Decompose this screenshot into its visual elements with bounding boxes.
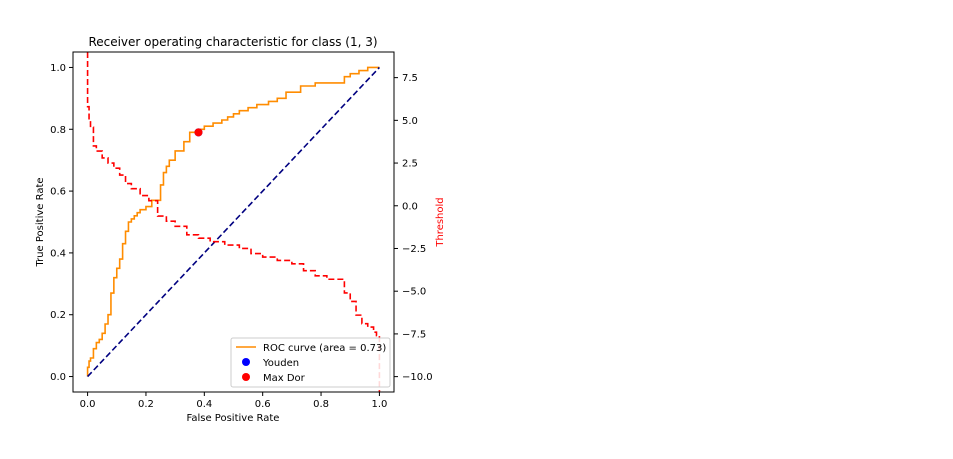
y-tick-label: 1.0 [50, 63, 66, 74]
y2-axis-label: Threshold [435, 197, 446, 247]
y-tick-label: 0.2 [50, 310, 66, 321]
y-tick-label: 0.0 [50, 372, 66, 383]
legend-maxdor-swatch [242, 373, 250, 381]
legend-youden-swatch [242, 358, 250, 366]
marker-max-dor [194, 128, 203, 137]
legend-roc-label: ROC curve (area = 0.73) [263, 343, 386, 354]
y2-axis-ticks: 7.5 5.0 2.5 0.0 −2.5 −5.0 −7.5 −10.0 [394, 73, 433, 383]
y2-tick-label: 2.5 [402, 159, 418, 170]
y2-tick-label: 0.0 [402, 201, 418, 212]
x-tick-label: 0.6 [255, 399, 271, 410]
y2-tick-label: 7.5 [402, 73, 418, 84]
y2-tick-label: −7.5 [402, 329, 426, 340]
y-axis-ticks: 0.0 0.2 0.4 0.6 0.8 1.0 [50, 63, 73, 383]
y2-tick-label: −10.0 [402, 372, 433, 383]
y-axis-label: True Positive Rate [35, 177, 46, 267]
chart-title: Receiver operating characteristic for cl… [88, 35, 377, 49]
y-tick-label: 0.6 [50, 187, 66, 198]
plot-area [86, 52, 381, 392]
x-tick-label: 0.8 [313, 399, 329, 410]
x-tick-label: 0.4 [196, 399, 212, 410]
series-layer [86, 52, 381, 392]
x-tick-label: 1.0 [371, 399, 387, 410]
x-axis-label: False Positive Rate [187, 413, 280, 424]
y-tick-label: 0.8 [50, 125, 66, 136]
y2-tick-label: −5.0 [402, 287, 426, 298]
x-tick-label: 0.2 [138, 399, 154, 410]
roc-curve-line [86, 66, 380, 377]
x-axis-ticks: 0.0 0.2 0.4 0.6 0.8 1.0 [80, 392, 387, 410]
plot-frame [72, 51, 395, 393]
legend-box [230, 337, 391, 388]
x-tick-label: 0.0 [80, 399, 96, 410]
legend-maxdor-label: Max Dor [263, 373, 306, 384]
legend: ROC curve (area = 0.73) Youden Max Dor [230, 337, 391, 388]
threshold-line [86, 52, 381, 392]
marker-layer [194, 128, 203, 137]
legend-youden-label: Youden [262, 358, 299, 369]
y2-tick-label: 5.0 [402, 116, 418, 127]
y2-tick-label: −2.5 [402, 244, 426, 255]
chance-diagonal-line [87, 66, 380, 378]
y-tick-label: 0.4 [50, 248, 66, 259]
